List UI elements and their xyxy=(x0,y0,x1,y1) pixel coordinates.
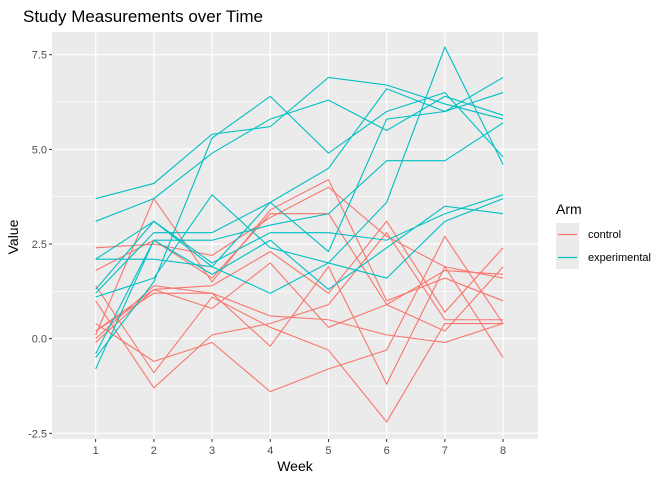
y-tick-label: 0.0 xyxy=(32,334,47,346)
series-line-control-1 xyxy=(95,292,504,344)
series-line-experimental-10 xyxy=(95,91,504,358)
legend-entries: control experimental xyxy=(556,223,651,269)
series-line-experimental-5 xyxy=(95,198,504,294)
series-line-experimental-8 xyxy=(95,45,504,298)
y-tick-label: 5.0 xyxy=(32,144,47,156)
x-tick-label: 8 xyxy=(500,445,506,457)
x-tick-label: 5 xyxy=(325,445,331,457)
series-line-control-2 xyxy=(95,231,504,389)
series-line-control-9 xyxy=(95,220,504,332)
series-line-experimental-9 xyxy=(95,92,504,268)
legend-label-control: control xyxy=(588,229,621,241)
grid-major xyxy=(52,32,538,439)
x-tick-label: 1 xyxy=(93,445,99,457)
x-tick-label: 4 xyxy=(267,445,273,457)
y-axis: -2.5 0.0 2.5 5.0 7.5 xyxy=(28,50,52,440)
series-line-control-6 xyxy=(95,235,504,393)
series-line-control-3 xyxy=(95,265,504,386)
legend-title: Arm xyxy=(556,201,582,217)
x-tick-label: 2 xyxy=(151,445,157,457)
series-line-control-10 xyxy=(95,262,504,343)
series-line-control-4 xyxy=(95,178,504,336)
x-tick-label: 7 xyxy=(442,445,448,457)
series-line-control-8 xyxy=(95,285,504,423)
plot-panel xyxy=(52,32,538,439)
x-axis-title: Week xyxy=(277,458,314,474)
series-line-experimental-1 xyxy=(95,76,504,200)
series-line-experimental-2 xyxy=(95,95,504,222)
x-axis: 1 2 3 4 5 6 7 8 xyxy=(93,439,506,457)
y-tick-label: 7.5 xyxy=(32,50,47,62)
x-tick-label: 6 xyxy=(384,445,390,457)
series-line-experimental-4 xyxy=(95,205,504,370)
y-tick-label: 2.5 xyxy=(32,239,47,251)
chart-title: Study Measurements over Time xyxy=(23,7,263,26)
legend-label-experimental: experimental xyxy=(588,252,651,264)
y-axis-title: Value xyxy=(5,219,21,254)
series-line-experimental-3 xyxy=(95,76,504,294)
series-layer xyxy=(95,45,504,423)
x-tick-label: 3 xyxy=(209,445,215,457)
y-tick-label: -2.5 xyxy=(28,428,47,440)
legend: Arm control experimental xyxy=(556,201,651,269)
series-line-experimental-6 xyxy=(95,122,504,355)
